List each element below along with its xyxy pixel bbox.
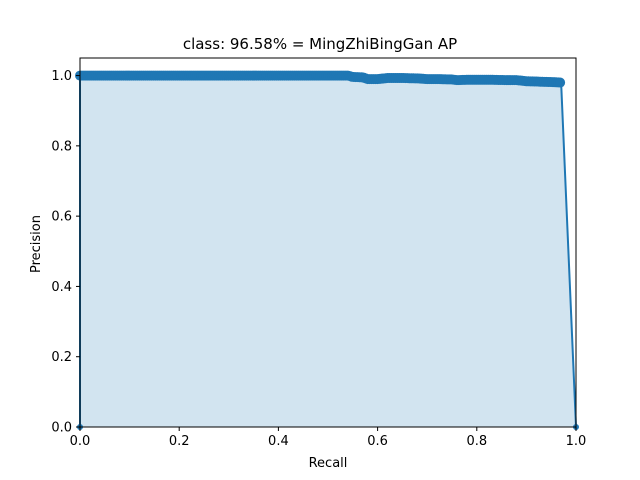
- x-axis-label: Recall: [309, 456, 348, 471]
- axes: 0.0 0.2 0.4 0.6 0.8 1.0 0.0 0.2 0.4 0.6 0.8 1.0: [51, 57, 587, 449]
- y-tick-label: 0.0: [51, 421, 72, 436]
- chart-title: class: 96.58% = MingZhiBingGan AP: [183, 35, 457, 53]
- pr-area-fill: [80, 75, 576, 427]
- y-tick-label: 0.2: [51, 350, 72, 365]
- plot-area: [75, 70, 579, 430]
- y-tick-label: 0.6: [51, 210, 72, 225]
- axes-frame: [79, 57, 577, 428]
- x-tick-label: 0.0: [70, 434, 91, 449]
- y-axis-label: Precision: [29, 215, 44, 273]
- x-tick-label: 0.4: [268, 434, 289, 449]
- pr-point: [555, 77, 566, 88]
- x-tick-label: 0.2: [169, 434, 190, 449]
- x-tick-label: 1.0: [566, 434, 587, 449]
- y-tick-label: 1.0: [51, 69, 72, 84]
- pr-markers: [75, 70, 579, 430]
- y-tick-label: 0.4: [51, 280, 72, 295]
- y-tick-label: 0.8: [51, 139, 72, 154]
- x-tick-label: 0.6: [367, 434, 388, 449]
- x-tick-label: 0.8: [466, 434, 487, 449]
